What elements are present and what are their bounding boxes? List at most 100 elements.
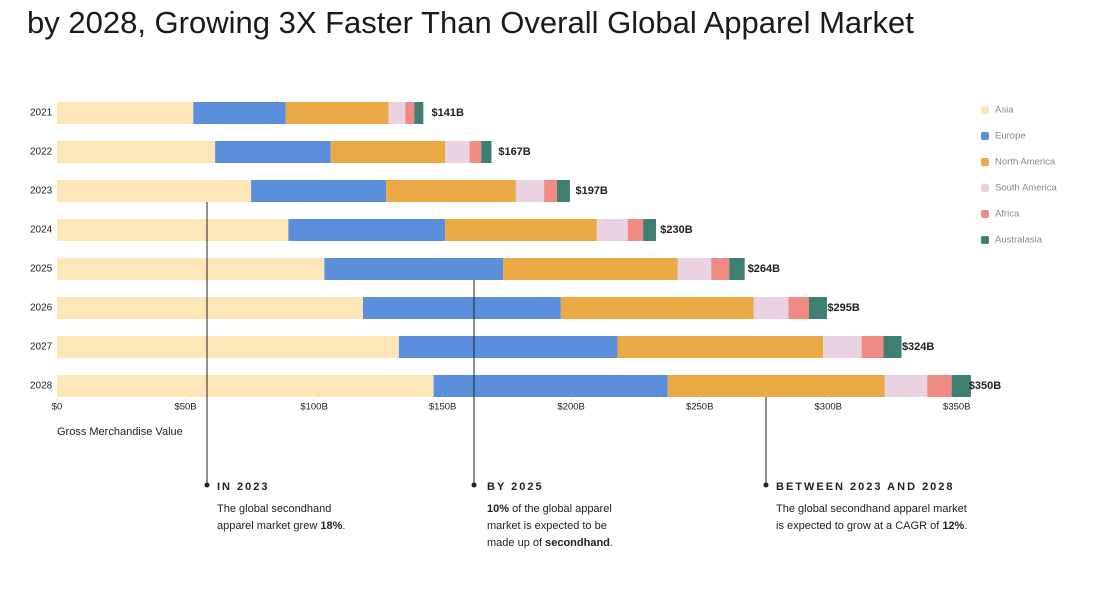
bar-segment bbox=[617, 336, 824, 358]
bar-segment bbox=[57, 102, 194, 124]
annotation: BY 2025 10% of the global apparel market … bbox=[487, 479, 632, 552]
legend-label: North America bbox=[995, 157, 1056, 168]
annotation-heading: BETWEEN 2023 AND 2028 bbox=[776, 481, 955, 493]
x-tick-label: $100B bbox=[300, 402, 327, 413]
total-label: $350B bbox=[969, 380, 1001, 392]
text-part: . bbox=[609, 537, 613, 549]
annotation-dot bbox=[471, 482, 477, 488]
y-tick-label: 2028 bbox=[30, 381, 53, 392]
bar-segment bbox=[386, 180, 516, 202]
x-tick-label: $150B bbox=[429, 402, 456, 413]
bar-segment bbox=[288, 219, 446, 241]
emphasis: 10% bbox=[487, 503, 510, 515]
text-part: of the global apparel market is expected… bbox=[487, 503, 612, 549]
x-axis-label: Gross Merchandise Value bbox=[57, 426, 183, 438]
bar-segment bbox=[861, 336, 884, 358]
emphasis: secondhand bbox=[545, 537, 610, 549]
bar-segment bbox=[324, 258, 504, 280]
total-label: $295B bbox=[827, 302, 859, 314]
bar-segment bbox=[927, 375, 952, 397]
bar-segment bbox=[596, 219, 628, 241]
legend-swatch bbox=[981, 106, 989, 114]
total-label: $324B bbox=[902, 341, 934, 353]
annotation-dot bbox=[763, 482, 769, 488]
x-tick-label: $50B bbox=[174, 402, 196, 413]
bar-segment bbox=[884, 375, 928, 397]
bar-segment bbox=[544, 180, 558, 202]
bar-segment bbox=[711, 258, 730, 280]
annotation: IN 2023 The global secondhand apparel mar… bbox=[217, 479, 367, 535]
annotation-heading: BY 2025 bbox=[487, 481, 544, 493]
bar-segment bbox=[285, 102, 389, 124]
bar-segment bbox=[57, 336, 399, 358]
total-label: $167B bbox=[498, 146, 530, 158]
x-tick-label: $350B bbox=[943, 402, 970, 413]
bar-segment bbox=[643, 219, 657, 241]
total-label: $264B bbox=[748, 263, 780, 275]
legend-label: Europe bbox=[995, 131, 1026, 142]
bar-segment bbox=[951, 375, 971, 397]
bar-segment bbox=[823, 336, 862, 358]
emphasis: 18% bbox=[320, 520, 343, 532]
bar-segment bbox=[57, 375, 434, 397]
bar-segment bbox=[388, 102, 406, 124]
y-tick-label: 2024 bbox=[30, 225, 53, 236]
bar-segment bbox=[433, 375, 668, 397]
text-part: The global secondhand apparel market is … bbox=[776, 503, 967, 532]
y-tick-label: 2023 bbox=[30, 186, 53, 197]
total-label: $197B bbox=[575, 185, 607, 197]
annotation-text: The global secondhand apparel market is … bbox=[776, 501, 976, 535]
bar-segment bbox=[753, 297, 789, 319]
bar-segment bbox=[362, 297, 561, 319]
bar-segment bbox=[883, 336, 902, 358]
bar-segment bbox=[398, 336, 618, 358]
emphasis: 12% bbox=[942, 520, 965, 532]
bar-segment bbox=[503, 258, 678, 280]
legend-swatch bbox=[981, 236, 989, 244]
annotation: BETWEEN 2023 AND 2028 The global secondha… bbox=[776, 479, 976, 535]
annotation-heading: IN 2023 bbox=[217, 481, 270, 493]
bar-segment bbox=[215, 141, 331, 163]
bar-segment bbox=[57, 141, 216, 163]
total-label: $230B bbox=[660, 224, 692, 236]
annotation-text: 10% of the global apparel market is expe… bbox=[487, 501, 632, 552]
legend-swatch bbox=[981, 158, 989, 166]
bar-segment bbox=[57, 297, 363, 319]
annotation-text: The global secondhand apparel market gre… bbox=[217, 501, 367, 535]
bar-segment bbox=[469, 141, 482, 163]
y-tick-label: 2027 bbox=[30, 342, 53, 353]
y-tick-label: 2026 bbox=[30, 303, 53, 314]
bar-segment bbox=[557, 180, 570, 202]
bar-segment bbox=[445, 219, 597, 241]
y-tick-label: 2022 bbox=[30, 147, 53, 158]
x-tick-label: $300B bbox=[815, 402, 842, 413]
bar-segment bbox=[788, 297, 809, 319]
total-label: $141B bbox=[431, 107, 463, 119]
annotation-dot bbox=[204, 482, 210, 488]
bar-segment bbox=[808, 297, 827, 319]
bar-segment bbox=[667, 375, 885, 397]
bar-segment bbox=[330, 141, 446, 163]
bar-segment bbox=[57, 219, 289, 241]
legend-label: Asia bbox=[995, 105, 1014, 116]
bar-segment bbox=[193, 102, 286, 124]
x-tick-label: $0 bbox=[52, 402, 63, 413]
bar-segment bbox=[57, 180, 252, 202]
legend-swatch bbox=[981, 184, 989, 192]
bar-segment bbox=[57, 258, 325, 280]
bar-segment bbox=[251, 180, 387, 202]
y-tick-label: 2021 bbox=[30, 108, 53, 119]
text-part: . bbox=[964, 520, 968, 532]
bar-segment bbox=[515, 180, 545, 202]
bar-segment bbox=[729, 258, 745, 280]
legend-label: South America bbox=[995, 183, 1057, 194]
bar-segment bbox=[445, 141, 470, 163]
legend-label: Australasia bbox=[995, 235, 1043, 246]
legend-label: Africa bbox=[995, 209, 1020, 220]
legend-swatch bbox=[981, 210, 989, 218]
bar-segment bbox=[414, 102, 424, 124]
bar-segment bbox=[677, 258, 712, 280]
legend-swatch bbox=[981, 132, 989, 140]
